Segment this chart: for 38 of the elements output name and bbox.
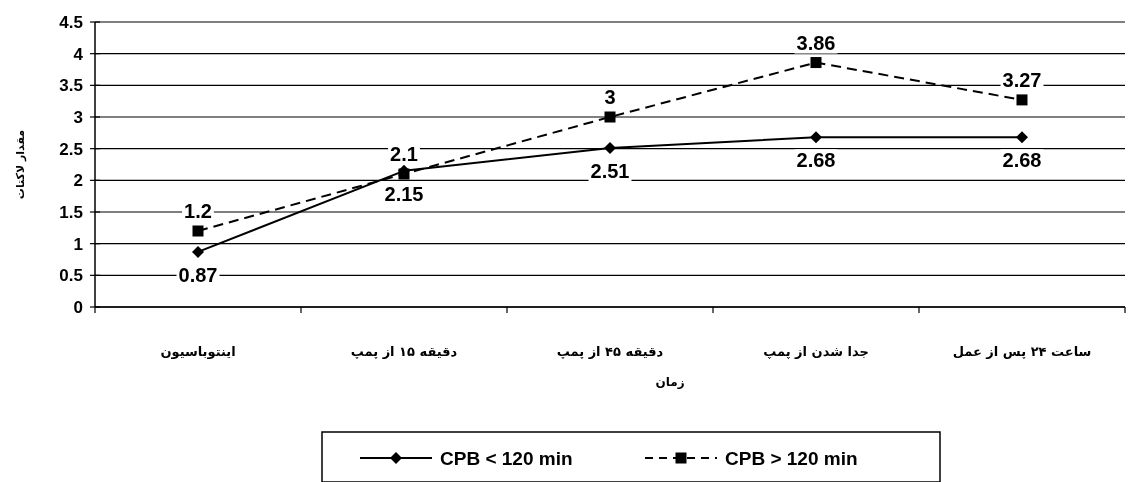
y-tick-label: 4.5 (59, 13, 83, 32)
y-tick-label: 3 (73, 108, 83, 127)
data-label: 3.86 (796, 31, 836, 54)
y-tick-label: 4 (73, 44, 84, 64)
y-tick-label: 1.5 (59, 203, 83, 222)
y-axis-title: مقدار لاکتات (14, 129, 27, 200)
point (1016, 94, 1028, 106)
y-tick-label: 1 (73, 234, 83, 254)
x-tick-label: دقیقه ۱۵ از پمپ (350, 344, 458, 359)
x-tick-label: ساعت ۲۴ پس از عمل (952, 344, 1092, 359)
point (810, 57, 822, 69)
y-tick-label: 3.5 (59, 76, 83, 96)
x-tick-label: اینتوباسیون (160, 344, 236, 359)
y-tick-label: 2 (73, 171, 83, 191)
point (398, 168, 410, 180)
point (192, 245, 204, 258)
data-label: 0.87 (178, 263, 218, 286)
y-tick-label: 0.5 (59, 266, 83, 286)
data-label: 2.15 (384, 182, 424, 205)
x-tick-label: جدا شدن از پمپ (763, 344, 869, 359)
y-tick-label: 2.5 (59, 139, 83, 159)
x-axis-title: زمان (655, 375, 685, 389)
y-tick-label: 0 (73, 298, 83, 317)
legend-label: CPB < 120 min (440, 448, 573, 469)
x-tick-label: دقیقه ۴۵ از پمپ (556, 344, 664, 359)
data-label: 3.27 (1002, 68, 1042, 91)
data-label: 2.68 (1002, 149, 1042, 172)
point (604, 142, 616, 155)
data-label: 3 (604, 86, 616, 108)
legend-label: CPB > 120 min (725, 448, 858, 469)
data-label: 1.2 (184, 200, 212, 222)
point (604, 111, 616, 123)
point (810, 131, 822, 144)
point (1016, 131, 1028, 144)
data-label: 2.68 (796, 149, 836, 172)
point (192, 225, 204, 237)
data-label: 2.51 (590, 160, 630, 183)
data-label: 2.1 (390, 143, 418, 165)
